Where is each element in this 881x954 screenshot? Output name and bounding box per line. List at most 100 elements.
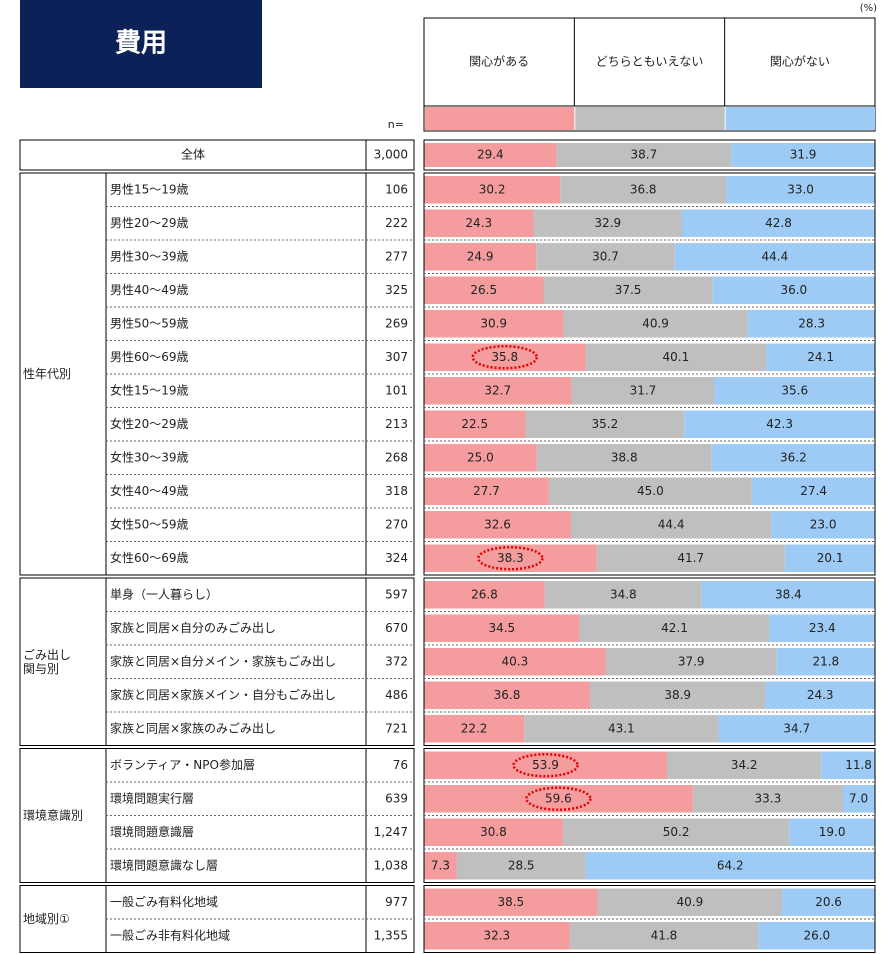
value-label: 43.1: [608, 721, 635, 735]
bar-segment: [424, 852, 457, 880]
n-value: 222: [385, 216, 408, 230]
category-label: 女性20～29歳: [110, 416, 189, 431]
bar-segment: [536, 243, 675, 271]
title-box: [20, 0, 262, 88]
bar-segment: [569, 922, 759, 950]
n-value: 277: [385, 249, 408, 263]
value-label: 44.4: [762, 249, 789, 263]
value-label: 30.7: [592, 249, 619, 263]
category-label: 女性40～49歳: [110, 483, 189, 498]
value-label: 38.3: [497, 551, 524, 565]
value-label: 38.5: [497, 895, 524, 909]
value-label: 32.6: [484, 517, 511, 531]
value-label: 19.0: [819, 825, 846, 839]
category-label: 女性15～19歳: [110, 382, 189, 397]
bar-segment: [424, 477, 549, 505]
category-label: 環境問題実行層: [110, 790, 194, 805]
bar-segment: [589, 681, 766, 709]
category-label: 家族と同居×家族のみごみ出し: [110, 720, 276, 735]
bar-segment: [424, 377, 572, 405]
bar-segment: [424, 614, 580, 642]
bar-segment: [571, 511, 772, 539]
category-label: 男性20～29歳: [110, 216, 189, 230]
category-label: 一般ごみ非有料化地域: [110, 927, 230, 942]
value-label: 34.8: [610, 587, 637, 601]
category-label: 男性60～69歳: [110, 350, 189, 364]
value-label: 20.6: [815, 895, 842, 909]
group-box: [19, 139, 415, 171]
bar-segment: [456, 852, 586, 880]
header-box: [423, 17, 876, 132]
group-box: [19, 748, 415, 883]
value-label: 24.9: [467, 249, 494, 263]
category-label: 家族と同居×自分のみごみ出し: [110, 620, 276, 635]
group-box: [19, 885, 415, 953]
value-label: 35.8: [491, 350, 518, 364]
value-label: 34.5: [488, 621, 515, 635]
value-label: 59.6: [545, 791, 572, 805]
bar-segment: [747, 310, 876, 338]
value-label: 24.1: [807, 350, 834, 364]
n-value: 106: [385, 182, 408, 196]
bar-segment: [766, 343, 875, 371]
category-label: 環境問題意識なし層: [110, 857, 218, 872]
bar-segment: [424, 785, 693, 813]
legend-swatch: [725, 107, 875, 130]
legend-label: 関心がある: [469, 54, 529, 69]
bar-segment: [424, 410, 526, 438]
bar-segment: [711, 444, 875, 472]
n-value: 1,038: [374, 858, 408, 872]
bar-segment: [701, 581, 875, 609]
group-box: [19, 172, 415, 576]
bar-segment: [821, 751, 875, 779]
category-label: 家族と同居×自分メイン・家族もごみ出し: [110, 653, 336, 668]
bar-segment: [424, 581, 545, 609]
value-label: 7.0: [849, 791, 868, 805]
value-label: 7.3: [431, 858, 450, 872]
value-label: 11.8: [845, 758, 872, 772]
n-value: 639: [385, 791, 408, 805]
group-label: 環境意識別: [23, 807, 83, 822]
bar-segment: [667, 751, 822, 779]
value-label: 32.9: [594, 216, 621, 230]
value-label: 21.8: [812, 654, 839, 668]
value-label: 36.8: [630, 182, 657, 196]
value-label: 37.5: [615, 283, 642, 297]
n-value: 3,000: [374, 148, 408, 162]
value-label: 64.2: [717, 858, 744, 872]
bar-segment: [842, 785, 875, 813]
value-label: 38.9: [664, 688, 691, 702]
value-label: 20.1: [817, 551, 844, 565]
bar-segment: [751, 477, 876, 505]
value-label: 38.7: [631, 148, 658, 162]
category-label: 一般ごみ有料化地域: [110, 894, 218, 909]
value-label: 36.8: [494, 688, 521, 702]
bar-segment: [424, 310, 564, 338]
value-label: 23.4: [809, 621, 836, 635]
bar-segment: [765, 681, 875, 709]
value-label: 25.0: [467, 450, 494, 464]
value-label: 35.2: [591, 417, 618, 431]
n-value: 1,355: [374, 928, 408, 942]
legend-label: どちらともいえない: [596, 55, 704, 69]
bar-segment: [684, 410, 875, 438]
group-label: 地域別①: [23, 912, 70, 926]
bar-segment: [560, 176, 727, 204]
n-value: 270: [385, 517, 408, 531]
bar-segment: [712, 276, 875, 304]
value-label: 42.3: [766, 417, 793, 431]
value-label: 32.7: [484, 383, 511, 397]
value-label: 37.9: [678, 654, 705, 668]
bar-box: [423, 577, 876, 746]
value-label: 41.8: [651, 928, 678, 942]
bar-segment: [536, 444, 712, 472]
legend-label: 関心がない: [770, 54, 830, 69]
bar-segment: [424, 681, 590, 709]
category-label: 男性15～19歳: [110, 182, 189, 196]
bar-segment: [784, 544, 876, 572]
highlight-ring: [477, 546, 544, 571]
value-label: 42.8: [765, 216, 792, 230]
value-label: 27.7: [473, 484, 500, 498]
bar-segment: [424, 209, 534, 237]
n-value: 597: [385, 587, 408, 601]
